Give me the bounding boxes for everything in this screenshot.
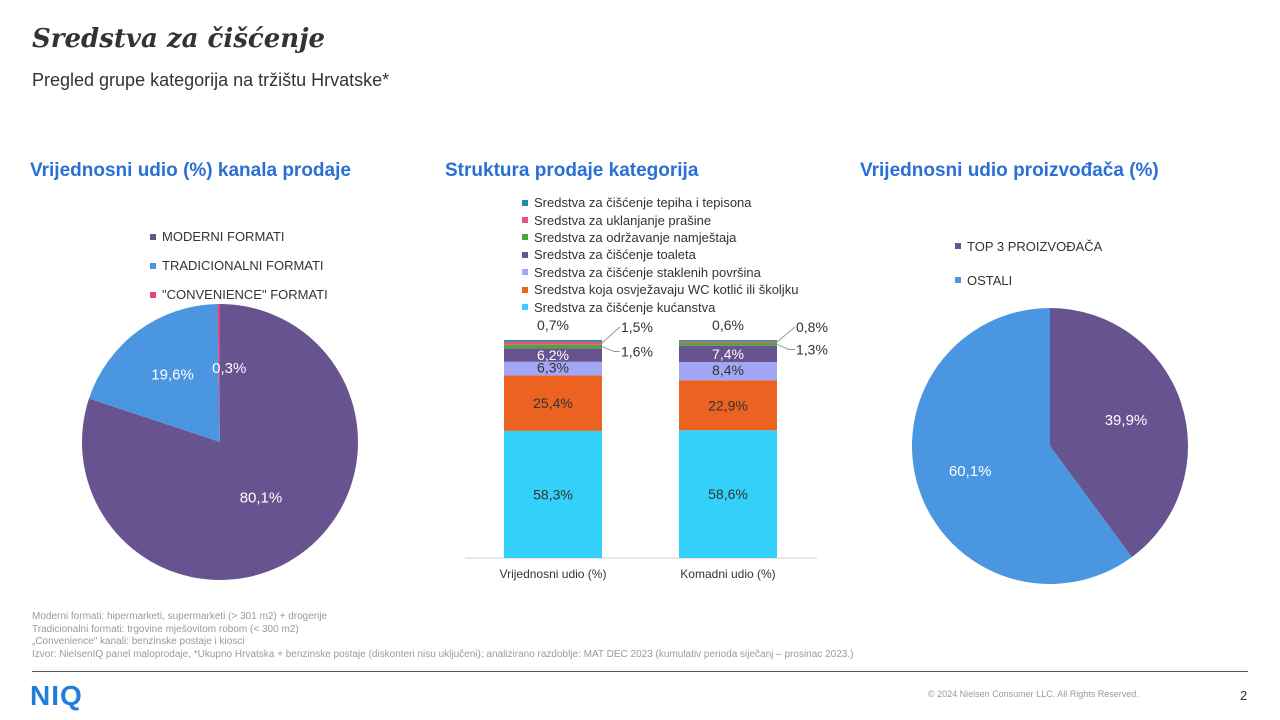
page-subtitle: Pregled grupe kategorija na tržištu Hrva…	[32, 70, 390, 90]
bar-segment	[679, 343, 777, 346]
legend-label: Sredstva za čišćenje toaleta	[534, 247, 696, 263]
manufacturer-chart-title: Vrijednosni udio proizvođača (%)	[860, 160, 1159, 181]
pie-data-label: 19,6%	[151, 367, 194, 384]
bar-segment	[504, 375, 602, 431]
pie-data-label: 0,3%	[212, 360, 246, 377]
bar-data-label: 0,7%	[537, 317, 569, 333]
bar-segment	[679, 341, 777, 344]
bar-data-label: 25,4%	[533, 395, 573, 411]
bar-segment	[504, 348, 602, 362]
pie-data-label: 39,9%	[1105, 412, 1148, 429]
bar-data-label: 1,6%	[621, 344, 653, 360]
page-number: 2	[1240, 688, 1248, 703]
legend-label: Sredstva koja osvježavaju WC kotlić ili …	[534, 282, 799, 298]
page-title: Sredstva za čišćenje	[32, 24, 326, 54]
manufacturer-legend: TOP 3 PROIZVOĐAČA OSTALI	[955, 229, 1102, 297]
category-chart-title: Struktura prodaje kategorija	[445, 160, 699, 181]
leader-line	[776, 326, 796, 343]
pie-slice	[1050, 308, 1188, 558]
category-legend: Sredstva za čišćenje tepiha i tepisona S…	[522, 194, 798, 316]
bar-data-label: 58,3%	[533, 486, 573, 502]
legend-item: TOP 3 PROIZVOĐAČA	[955, 229, 1102, 263]
bar-data-label: 6,2%	[537, 347, 569, 363]
pie-data-label: 80,1%	[240, 490, 283, 507]
legend-item: Sredstva za čišćenje staklenih površina	[522, 264, 798, 281]
legend-swatch	[522, 199, 528, 206]
footnote: Moderni formati: hipermarketi, supermark…	[32, 611, 328, 622]
bar-data-label: 7,4%	[712, 346, 744, 362]
legend-item: Sredstva za održavanje namještaja	[522, 229, 798, 246]
channel-pie-chart: 80,1% 19,6% 0,3%	[82, 304, 358, 580]
legend-label: Sredstva za čišćenje kućanstva	[534, 299, 716, 315]
legend-item: OSTALI	[955, 263, 1102, 297]
legend-label: Sredstva za čišćenje tepiha i tepisona	[534, 195, 752, 211]
legend-swatch	[522, 217, 528, 224]
legend-swatch	[955, 243, 961, 249]
legend-label: "CONVENIENCE" FORMATI	[162, 287, 328, 302]
leader-line	[601, 346, 620, 353]
legend-label: TOP 3 PROIZVOĐAČA	[967, 238, 1103, 254]
footnote: Izvor: NielsenIQ panel maloprodaje, *Uku…	[32, 648, 854, 660]
legend-label: MODERNI FORMATI	[162, 229, 285, 244]
leader-line	[776, 344, 795, 350]
bar-segment	[504, 361, 602, 376]
legend-swatch	[522, 304, 528, 311]
legend-swatch	[150, 262, 156, 269]
legend-item: Sredstva za uklanjanje prašine	[522, 211, 798, 228]
bar-data-label: 8,4%	[712, 362, 744, 378]
bar-data-label: 58,6%	[708, 486, 748, 502]
bar-data-label: 1,5%	[621, 319, 653, 335]
copyright-text: © 2024 Nielsen Consumer LLC. All Rights …	[928, 689, 1139, 699]
bar-segment	[504, 344, 602, 349]
legend-swatch	[150, 233, 156, 240]
niq-logo: NIQ	[30, 680, 83, 711]
x-tick-label: Komadni udio (%)	[680, 567, 775, 581]
legend-label: TRADICIONALNI FORMATI	[162, 258, 324, 273]
legend-swatch	[522, 234, 528, 241]
legend-label: Sredstva za čišćenje staklenih površina	[534, 264, 761, 280]
legend-label: Sredstva za održavanje namještaja	[534, 229, 737, 245]
bar-data-label: 6,3%	[537, 360, 569, 376]
bar-segment	[504, 430, 602, 558]
legend-item: "CONVENIENCE" FORMATI	[150, 280, 328, 309]
bar-segment	[679, 362, 777, 381]
legend-item: Sredstva koja osvježavaju WC kotlić ili …	[522, 281, 798, 298]
legend-swatch	[150, 291, 156, 298]
channel-chart-title: Vrijednosni udio (%) kanala prodaje	[30, 160, 351, 181]
footnote: Tradicionalni formati: trgovine mješovit…	[32, 623, 299, 635]
legend-swatch	[955, 277, 961, 283]
legend-item: MODERNI FORMATI	[150, 222, 328, 251]
legend-item: TRADICIONALNI FORMATI	[150, 251, 328, 280]
bar-data-label: 1,3%	[796, 341, 828, 357]
legend-swatch	[522, 269, 528, 276]
legend-item: Sredstva za čišćenje kućanstva	[522, 298, 798, 315]
bar-segment	[504, 341, 602, 345]
bar-segment	[679, 340, 777, 342]
footer-divider	[32, 671, 1248, 672]
leader-line	[601, 326, 621, 344]
footnote: „Convenience" kanali: benzinske postaje …	[32, 636, 245, 647]
pie-slice	[89, 304, 220, 442]
footnotes: Moderni formati: hipermarketi, supermark…	[32, 611, 853, 661]
legend-label: OSTALI	[967, 272, 1013, 288]
legend-item: Sredstva za čišćenje toaleta	[522, 246, 798, 263]
legend-label: Sredstva za uklanjanje prašine	[534, 212, 712, 228]
legend-swatch	[522, 286, 528, 293]
pie-slice	[217, 304, 220, 442]
manufacturer-pie-chart: 39,9% 60,1%	[912, 308, 1188, 584]
bar-segment	[679, 380, 777, 431]
bar-segment	[679, 430, 777, 558]
bar-segment	[504, 340, 602, 342]
bar-segment	[679, 345, 777, 363]
bar-data-label: 0,6%	[712, 317, 744, 333]
pie-data-label: 60,1%	[949, 463, 992, 480]
pie-slice	[912, 308, 1132, 584]
bar-data-label: 0,8%	[796, 319, 828, 335]
legend-item: Sredstva za čišćenje tepiha i tepisona	[522, 194, 798, 211]
legend-swatch	[522, 251, 528, 258]
x-tick-label: Vrijednosni udio (%)	[500, 567, 607, 581]
bar-data-label: 22,9%	[708, 397, 748, 413]
category-stacked-bar-chart: Vrijednosni udio (%) 58,3% 25,4% 6,3%6,2% 0,…	[465, 317, 828, 581]
channel-legend: MODERNI FORMATI TRADICIONALNI FORMATI "C…	[150, 222, 328, 309]
